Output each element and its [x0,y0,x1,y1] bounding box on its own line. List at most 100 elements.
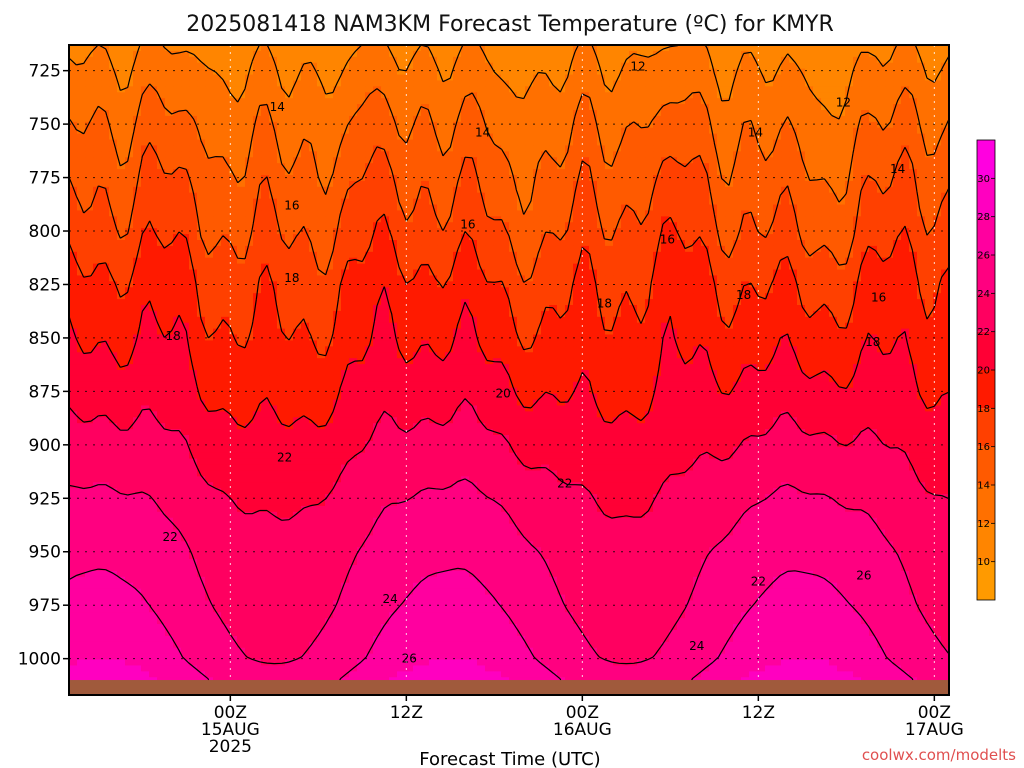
temperature-cell [749,45,758,52]
temperature-cell [125,275,134,282]
temperature-cell [541,50,550,58]
temperature-cell [693,74,702,82]
temperature-cell [525,45,534,52]
temperature-cell [717,127,726,135]
temperature-cell [765,127,774,135]
temperature-cell [349,228,358,235]
temperature-cell [613,80,622,87]
temperature-cell [477,180,486,188]
temperature-cell [317,145,326,152]
temperature-cell [541,257,550,265]
temperature-cell [717,121,726,129]
temperature-cell [501,234,510,241]
temperature-cell [421,269,430,277]
temperature-cell [205,74,214,82]
temperature-cell [709,98,718,105]
temperature-cell [469,45,478,52]
temperature-cell [381,305,390,312]
temperature-cell [925,139,934,147]
temperature-cell [245,310,254,318]
temperature-cell [581,56,590,64]
temperature-cell [541,80,550,87]
temperature-cell [293,222,302,229]
temperature-cell [653,104,662,111]
temperature-cell [877,281,886,288]
temperature-cell [85,275,94,282]
temperature-cell [661,139,670,147]
temperature-cell [461,210,470,217]
temperature-cell [389,133,398,141]
temperature-cell [653,275,662,282]
temperature-cell [309,251,318,259]
temperature-cell [661,257,670,265]
temperature-cell [349,45,358,52]
temperature-cell [853,45,862,52]
temperature-cell [829,281,838,288]
temperature-cell [693,222,702,229]
temperature-cell [397,110,406,117]
temperature-cell [157,104,166,111]
temperature-cell [293,92,302,99]
temperature-cell [125,257,134,265]
temperature-cell [541,139,550,147]
temperature-cell [93,169,102,176]
temperature-cell [629,257,638,265]
temperature-cell [613,228,622,235]
temperature-cell [869,86,878,93]
temperature-cell [461,251,470,259]
temperature-cell [133,74,142,82]
temperature-cell [533,175,542,182]
temperature-cell [581,245,590,253]
temperature-cell [581,80,590,87]
temperature-cell [613,98,622,105]
temperature-cell [157,175,166,182]
temperature-cell [269,180,278,188]
temperature-cell [421,293,430,300]
temperature-cell [229,104,238,111]
temperature-cell [189,251,198,259]
temperature-cell [93,240,102,247]
temperature-cell [197,281,206,288]
temperature-cell [781,163,790,170]
temperature-cell [557,80,566,87]
temperature-cell [357,180,366,188]
temperature-cell [269,133,278,141]
temperature-cell [325,192,334,200]
temperature-cell [853,104,862,111]
temperature-cell [221,110,230,117]
temperature-cell [389,269,398,277]
temperature-cell [117,310,126,318]
temperature-cell [693,133,702,141]
temperature-cell [797,216,806,223]
temperature-cell [485,157,494,164]
temperature-cell [245,257,254,265]
temperature-cell [253,245,262,253]
temperature-cell [829,204,838,212]
temperature-cell [357,62,366,70]
temperature-cell [277,222,286,229]
temperature-cell [469,287,478,294]
temperature-cell [301,157,310,164]
temperature-cell [725,145,734,152]
temperature-cell [125,263,134,271]
temperature-cell [253,62,262,70]
temperature-cell [469,80,478,87]
temperature-cell [333,263,342,271]
temperature-cell [933,222,942,229]
temperature-cell [797,305,806,312]
temperature-cell [509,139,518,147]
temperature-cell [181,228,190,235]
temperature-cell [517,121,526,129]
temperature-cell [581,74,590,82]
temperature-cell [757,204,766,212]
temperature-cell [109,234,118,241]
temperature-cell [221,121,230,129]
temperature-cell [925,45,934,52]
temperature-cell [621,228,630,235]
temperature-cell [221,163,230,170]
temperature-cell [685,151,694,158]
temperature-cell [589,86,598,93]
temperature-cell [701,299,710,306]
temperature-cell [589,56,598,64]
temperature-cell [509,104,518,111]
